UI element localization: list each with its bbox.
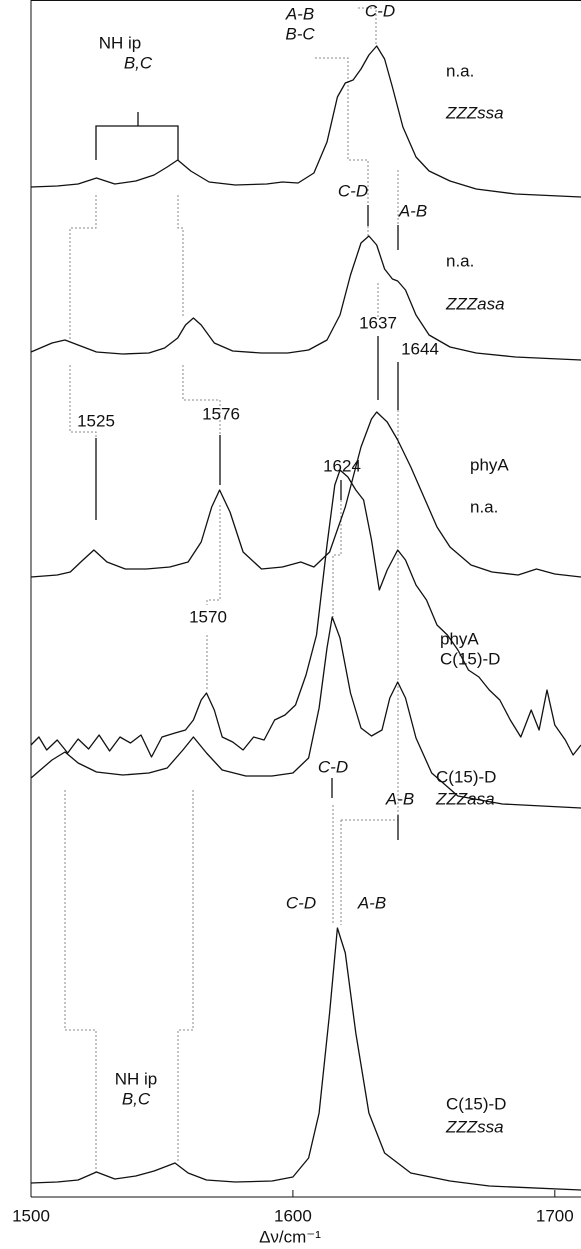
x-tick-label: 1600: [274, 1206, 312, 1225]
peak-annotation: 1525: [77, 411, 115, 430]
peak-annotation: C-D: [286, 893, 316, 912]
trace-label: ZZZssa: [445, 103, 504, 122]
peak-annotation: A-B: [285, 4, 314, 23]
connectors: [30, 0, 581, 1198]
trace-label: C(15)-D: [440, 649, 500, 668]
spectrum-trace: [30, 469, 581, 758]
connector-dotted: [69, 365, 97, 438]
x-tick-label: 1500: [12, 1206, 50, 1225]
peak-annotation: B-C: [285, 24, 315, 43]
peak-annotation: 1570: [189, 607, 227, 626]
peak-annotation: C-D: [338, 181, 368, 200]
peak-annotation: C-D: [318, 757, 348, 776]
peak-annotation: C-D: [365, 1, 395, 20]
peak-annotation: 1624: [323, 456, 361, 475]
x-tick-label: 1700: [536, 1206, 574, 1225]
trace-label: C(15)-D: [436, 767, 496, 786]
connector-dotted: [358, 7, 377, 44]
peak-annotation: A-B: [398, 201, 427, 220]
trace-label: phyA: [440, 629, 479, 648]
connector-dotted: [315, 57, 369, 205]
peak-annotation: NH ip: [99, 33, 142, 52]
spectrum-trace: [30, 927, 581, 1191]
connector-dotted: [64, 790, 97, 1172]
trace-label: ZZZasa: [435, 789, 495, 808]
connector: [95, 125, 179, 160]
spectrum-trace: [30, 411, 581, 578]
peak-annotation: NH ip: [115, 1069, 158, 1088]
trace-label: phyA: [470, 455, 509, 474]
spectrum-trace: [30, 235, 581, 361]
connector-dotted: [177, 195, 184, 318]
connector-dotted: [177, 790, 194, 1163]
trace-label: n.a.: [446, 251, 474, 270]
trace-label: ZZZssa: [445, 1117, 504, 1136]
spectrum-trace: [30, 616, 581, 809]
trace-label: n.a.: [470, 497, 498, 516]
connector-dotted: [69, 195, 97, 340]
connector-dotted: [182, 365, 221, 435]
connector-dotted: [332, 480, 342, 617]
peak-annotation: 1644: [401, 339, 439, 358]
peak-annotation: B,C: [122, 1089, 151, 1108]
trace-label: ZZZasa: [445, 294, 505, 313]
spectrum-trace: [30, 45, 581, 198]
peak-annotation: 1637: [359, 313, 397, 332]
peak-annotation: B,C: [124, 53, 153, 72]
trace-label: n.a.: [446, 61, 474, 80]
peak-annotation: 1576: [202, 404, 240, 423]
trace-label: C(15)-D: [446, 1094, 506, 1113]
peak-annotation: A-B: [385, 789, 414, 808]
peak-annotation: A-B: [357, 893, 386, 912]
x-axis-title: Δν/cm⁻¹: [259, 1227, 321, 1246]
connector-dotted: [206, 505, 221, 605]
